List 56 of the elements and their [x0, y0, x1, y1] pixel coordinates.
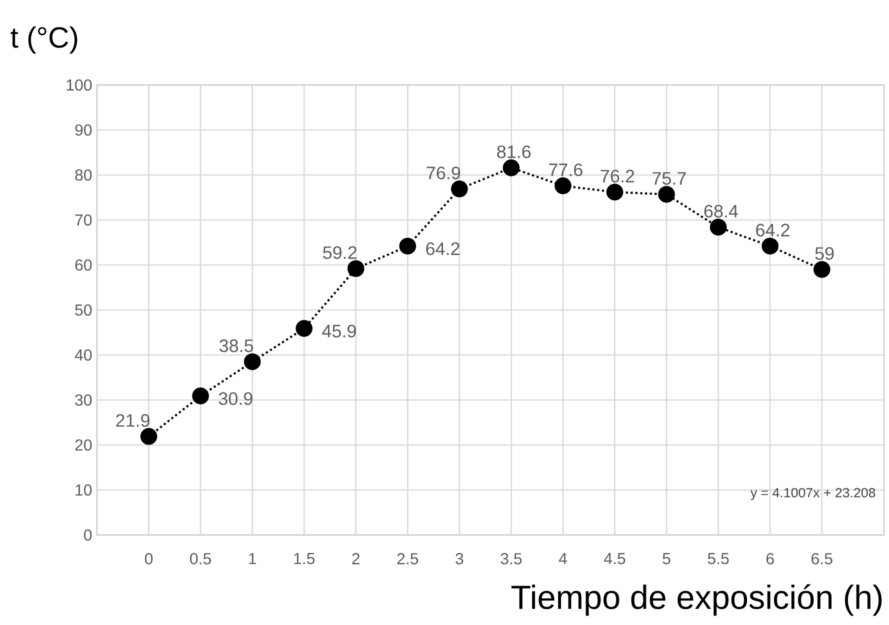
data-label: 76.2	[600, 170, 634, 182]
x-tick-label: 1.5	[294, 553, 315, 564]
annotation: y = 4.1007x + 23.208	[750, 488, 876, 500]
point	[813, 261, 830, 278]
point	[502, 159, 520, 176]
data-label: 21.9	[116, 414, 150, 427]
point	[296, 320, 313, 337]
point	[192, 388, 209, 404]
point	[140, 428, 158, 445]
x-tick-label: 2.5	[397, 553, 418, 564]
y-tick-label: 80	[75, 169, 92, 181]
data-label: 76.9	[426, 166, 460, 180]
y-tick-label: 60	[75, 259, 92, 271]
y-tick-label: 20	[75, 439, 92, 451]
data-label: 59.2	[323, 246, 357, 259]
data-label: 59	[815, 247, 834, 260]
x-tick-label: 0.5	[190, 553, 211, 564]
x-tick-label: 6	[766, 553, 774, 564]
point	[606, 184, 624, 200]
point	[244, 353, 261, 370]
point	[658, 186, 675, 203]
point	[399, 238, 416, 254]
y-tick-label: 100	[66, 79, 92, 91]
x-tick-label: 6.5	[812, 553, 832, 564]
y-tick-label: 50	[75, 304, 92, 316]
y-tick-label: 70	[75, 214, 92, 226]
x-tick-label: 5.5	[708, 553, 729, 564]
x-tick-label: 3	[456, 553, 464, 564]
point	[710, 218, 727, 236]
y-tick-label: 90	[75, 124, 92, 136]
y-tick-label: 10	[76, 484, 92, 496]
x-axis-title: Tiempo de exposición (h)	[511, 584, 882, 616]
chart-title: t (°C)	[10, 26, 78, 54]
x-tick-label: 4	[558, 553, 567, 564]
point	[347, 260, 364, 277]
point	[762, 238, 778, 254]
x-tick-label: 0	[144, 553, 153, 564]
x-tick-label: 5	[662, 553, 670, 564]
x-tick-label: 2	[352, 553, 360, 564]
data-label: 64.2	[426, 242, 460, 256]
y-tick-label: 40	[74, 349, 92, 361]
x-tick-label: 1	[249, 553, 256, 564]
data-label: 68.4	[704, 204, 738, 218]
data-label: 81.6	[497, 145, 531, 158]
x-tick-label: 4.5	[604, 553, 626, 564]
data-label: 38.5	[220, 339, 254, 352]
point	[451, 180, 468, 198]
x-tick-label: 3.5	[500, 553, 522, 564]
data-label: 64.2	[756, 224, 790, 236]
data-label: 30.9	[218, 392, 252, 405]
data-label: 45.9	[322, 324, 356, 338]
data-label: 75.7	[652, 172, 686, 185]
data-label: 77.6	[549, 163, 582, 176]
y-tick-label: 30	[75, 394, 92, 406]
y-tick-label: 0	[84, 529, 92, 541]
point	[554, 177, 572, 194]
